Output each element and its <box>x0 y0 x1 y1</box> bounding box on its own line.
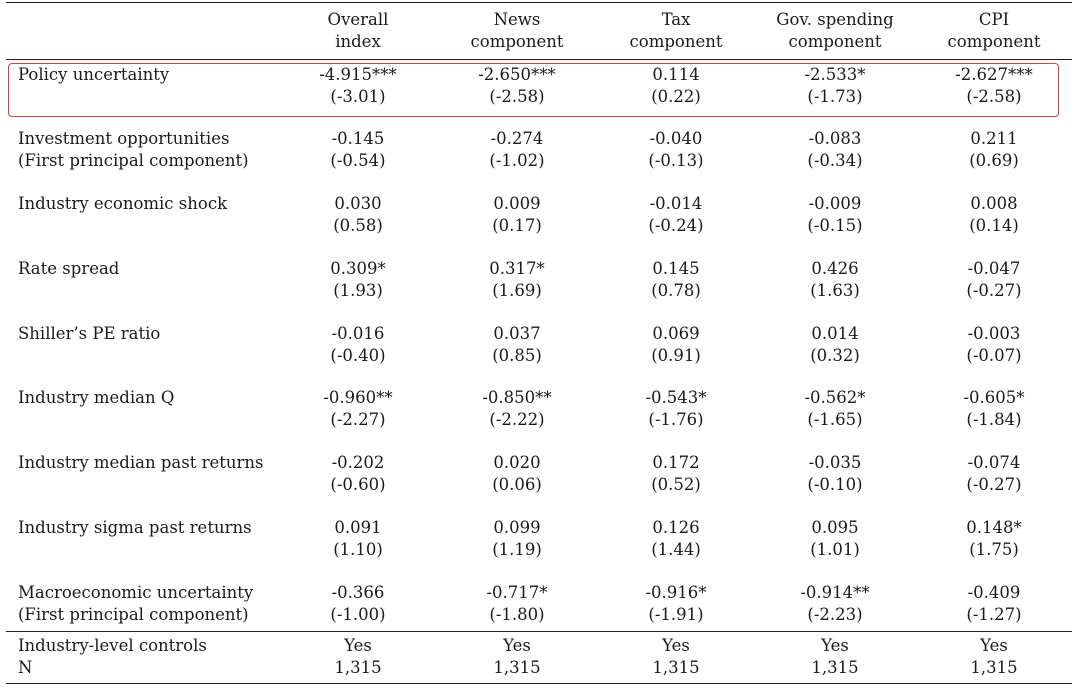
row-label: Industry sigma past returns <box>18 518 252 537</box>
column-header-cpi-component: CPI component <box>947 10 1041 51</box>
header-rule <box>6 59 1072 60</box>
table-cell: -2.650*** (-2.58) <box>478 65 556 106</box>
column-header-news-component: News component <box>470 10 564 51</box>
table-cell: -0.850** (-2.22) <box>482 388 552 429</box>
table-cell: -0.960** (-2.27) <box>323 388 393 429</box>
table-cell: -0.083 (-0.34) <box>807 129 863 170</box>
footer-cell: Yes 1,315 <box>652 636 700 677</box>
table-cell: 0.309* (1.93) <box>330 259 386 300</box>
table-cell: -0.366 (-1.00) <box>330 583 386 624</box>
table-cell: -0.202 (-0.60) <box>330 453 386 494</box>
table-cell: 0.091 (1.10) <box>333 518 383 559</box>
row-label: Industry economic shock <box>18 194 228 213</box>
table-cell: 0.126 (1.44) <box>651 518 701 559</box>
table-cell: -0.003 (-0.07) <box>966 324 1022 365</box>
footer-cell: Yes 1,315 <box>334 636 382 677</box>
table-cell: -0.914** (-2.23) <box>800 583 870 624</box>
table-row: Shiller’s PE ratio -0.016 (-0.40) 0.037 (0… <box>0 323 1080 367</box>
table-cell: -0.409 (-1.27) <box>966 583 1022 624</box>
table-cell: 0.069 (0.91) <box>651 324 701 365</box>
table-cell: 0.211 (0.69) <box>969 129 1019 170</box>
highlight-box <box>8 63 1059 117</box>
table-cell: 0.099 (1.19) <box>492 518 542 559</box>
table-footer: Industry-level controls N Yes 1,315 Yes 1,3… <box>0 635 1080 679</box>
row-label: Shiller’s PE ratio <box>18 324 161 343</box>
table-cell: -0.274 (-1.02) <box>489 129 545 170</box>
table-cell: 0.317* (1.69) <box>489 259 545 300</box>
table-row: Policy uncertainty -4.915*** (-3.01) -2.6… <box>0 64 1080 108</box>
table-row: Industry economic shock 0.030 (0.58) 0.00… <box>0 193 1080 237</box>
table-cell: 0.020 (0.06) <box>492 453 542 494</box>
table-cell: -2.627*** (-2.58) <box>955 65 1033 106</box>
footer-cell: Yes 1,315 <box>493 636 541 677</box>
row-label: Investment opportunities (First principal… <box>18 129 249 170</box>
table-cell: -0.016 (-0.40) <box>330 324 386 365</box>
table-cell: 0.114 (0.22) <box>651 65 701 106</box>
table-cell: -0.543* (-1.76) <box>645 388 707 429</box>
row-label: Industry median Q <box>18 388 175 407</box>
row-label: Policy uncertainty <box>18 65 170 84</box>
table-cell: 0.095 (1.01) <box>810 518 860 559</box>
column-header-tax-component: Tax component <box>629 10 723 51</box>
table-cell: -0.047 (-0.27) <box>966 259 1022 300</box>
table-cell: -2.533* (-1.73) <box>804 65 866 106</box>
table-row: Industry sigma past returns 0.091 (1.10) … <box>0 517 1080 561</box>
table-cell: 0.008 (0.14) <box>969 194 1019 235</box>
table-cell: -0.014 (-0.24) <box>648 194 704 235</box>
table-row: Industry median Q -0.960** (-2.27) -0.850… <box>0 387 1080 431</box>
column-header-gov-spending-component: Gov. spending component <box>776 10 894 51</box>
footer-cell: Yes 1,315 <box>970 636 1018 677</box>
table-cell: 0.148* (1.75) <box>966 518 1022 559</box>
table-cell: -0.916* (-1.91) <box>645 583 707 624</box>
table-cell: -0.145 (-0.54) <box>330 129 386 170</box>
table-cell: 0.030 (0.58) <box>333 194 383 235</box>
table-cell: -0.605* (-1.84) <box>963 388 1025 429</box>
footer-rule <box>6 631 1072 632</box>
row-label: Macroeconomic uncertainty (First principa… <box>18 583 254 624</box>
table-cell: 0.145 (0.78) <box>651 259 701 300</box>
column-header-overall-index: Overall index <box>327 10 389 51</box>
footer-cell: Yes 1,315 <box>811 636 859 677</box>
row-label: Rate spread <box>18 259 120 278</box>
table-row: Industry median past returns -0.202 (-0.6… <box>0 452 1080 496</box>
table-cell: 0.014 (0.32) <box>810 324 860 365</box>
table-cell: -0.040 (-0.13) <box>648 129 704 170</box>
table-cell: 0.426 (1.63) <box>810 259 860 300</box>
table-cell: 0.172 (0.52) <box>651 453 701 494</box>
table-cell: 0.037 (0.85) <box>492 324 542 365</box>
table-cell: -4.915*** (-3.01) <box>319 65 397 106</box>
table-cell: -0.074 (-0.27) <box>966 453 1022 494</box>
footer-labels: Industry-level controls N <box>18 636 207 677</box>
table-cell: -0.035 (-0.10) <box>807 453 863 494</box>
table-row: Rate spread 0.309* (1.93) 0.317* (1.69) 0.… <box>0 258 1080 302</box>
top-rule <box>6 2 1072 3</box>
table-cell: -0.717* (-1.80) <box>486 583 548 624</box>
table-cell: -0.009 (-0.15) <box>807 194 863 235</box>
row-label: Industry median past returns <box>18 453 264 472</box>
table-cell: 0.009 (0.17) <box>492 194 542 235</box>
table-row: Macroeconomic uncertainty (First principa… <box>0 582 1080 626</box>
table-row: Investment opportunities (First principal… <box>0 128 1080 172</box>
table-cell: -0.562* (-1.65) <box>804 388 866 429</box>
bottom-rule <box>6 683 1072 684</box>
